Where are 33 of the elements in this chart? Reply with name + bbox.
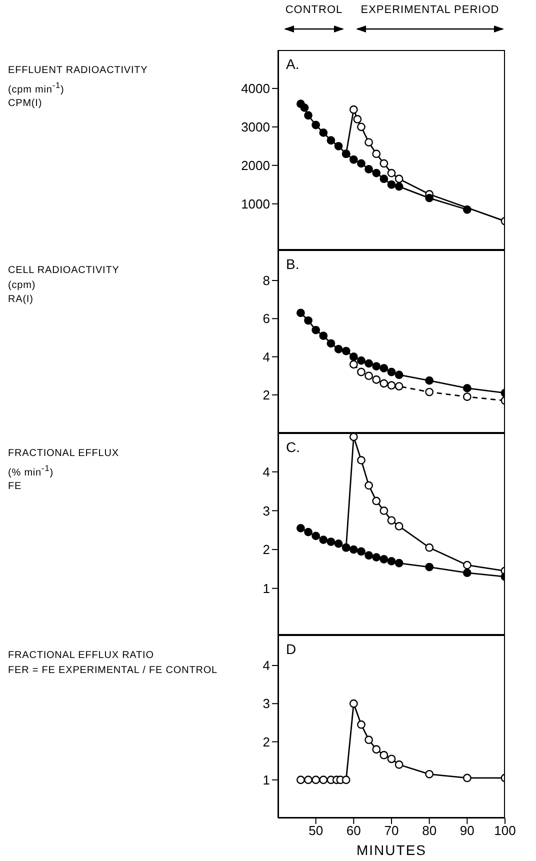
x-tick-label: 60 bbox=[346, 823, 361, 838]
x-tick-label: 70 bbox=[384, 823, 399, 838]
y-tick-label: 4 bbox=[262, 658, 270, 674]
annotation: D bbox=[286, 641, 296, 657]
y-tick-label: 1000 bbox=[241, 196, 270, 212]
y-tick-label: 2 bbox=[262, 542, 270, 558]
x-tick-label: 100 bbox=[494, 823, 516, 838]
y-tick-label: 3 bbox=[262, 503, 270, 518]
y-tick-label: 2 bbox=[262, 734, 270, 750]
y-axis-title: CELL RADIOACTIVITY (cpm) RA(I) bbox=[8, 264, 120, 307]
x-tick-label: 50 bbox=[308, 823, 324, 838]
y-tick-label: 8 bbox=[262, 273, 270, 288]
text: FRACTIONAL EFFLUX (% min$^{-1}$) FE bbox=[8, 448, 119, 492]
x-tick-label: 80 bbox=[422, 823, 437, 838]
text: CONTROL bbox=[284, 4, 344, 16]
annotation: B. bbox=[286, 256, 300, 272]
y-tick-label: 3 bbox=[262, 696, 270, 712]
y-tick-label: 4 bbox=[262, 464, 270, 480]
y-tick-label: 2 bbox=[262, 387, 270, 402]
y-tick-label: 6 bbox=[262, 311, 270, 326]
annotation: A. bbox=[286, 56, 300, 72]
x-axis-title: MINUTES bbox=[356, 842, 426, 858]
y-axis-title: FRACTIONAL EFFLUX RATIO FER = FE EXPERIMENTAL / FE CONTROL bbox=[8, 649, 218, 678]
text: EFFLUENT RADIOACTIVITY (cpm min$^{-1}$) CPM(I) bbox=[8, 65, 148, 110]
annotation: C. bbox=[286, 439, 300, 455]
y-tick-label: 1 bbox=[262, 581, 270, 596]
y-tick-label: 1 bbox=[262, 772, 270, 788]
y-tick-label: 3000 bbox=[241, 120, 270, 135]
y-tick-label: 2000 bbox=[241, 158, 270, 173]
x-tick-label: 90 bbox=[460, 823, 474, 838]
text: EXPERIMENTAL PERIOD bbox=[360, 4, 500, 16]
y-tick-label: 4 bbox=[262, 349, 270, 364]
y-tick-label: 4000 bbox=[241, 81, 270, 96]
